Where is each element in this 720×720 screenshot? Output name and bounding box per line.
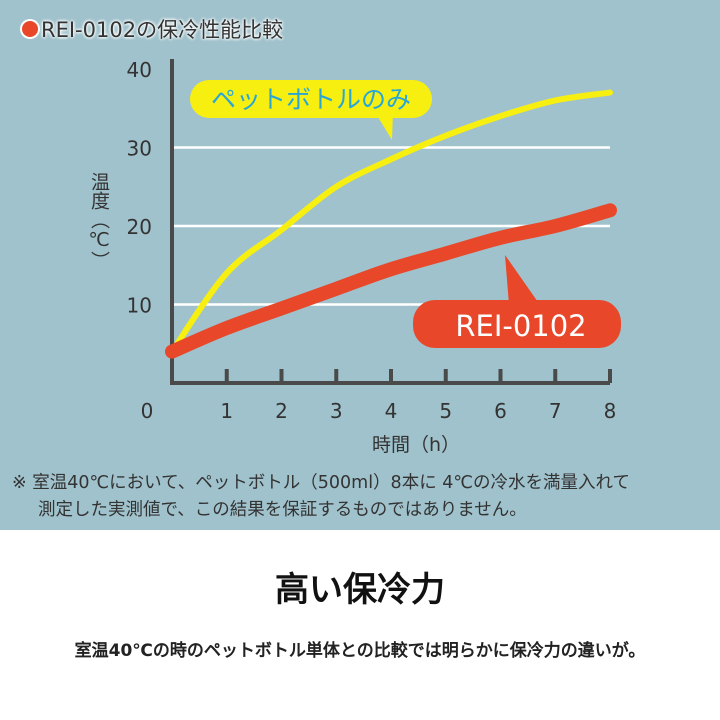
x-tick-label: 7 [549,399,562,423]
legend-label-yellow: ペットボトルのみ [211,85,411,114]
legend-bubble-yellow [190,80,432,118]
y-tick-label: 10 [127,294,152,318]
x-tick-label: 5 [439,399,452,423]
chart-title: REI-0102の保冷性能比較 [22,14,283,44]
temperature-chart: 10 20 30 40 0 1 2 3 4 5 6 7 8 ペットボトルのみ REI-0102 [127,58,621,423]
legend-label-red: REI-0102 [455,309,586,343]
bullet-dot-icon [22,21,38,37]
x-tick-label: 3 [330,399,343,423]
y-tick-label: 40 [127,58,152,82]
legend-pointer-red [505,255,540,305]
chart-title-text: REI-0102の保冷性能比較 [41,18,284,42]
x-tick-label: 1 [220,399,233,423]
subtext: 室温40℃の時のペットボトル単体との比較では明らかに保冷力の違いが。 [74,641,646,661]
y-axis-label: 温度（℃） [88,172,110,270]
x-tick-label: 6 [494,399,507,423]
x-axis-label: 時間（h） [372,434,461,456]
legend-pointer-yellow [375,112,393,140]
legend-bubble-red [413,300,621,348]
note-line-2: 測定した実測値で、この結果を保証するものではありません。 [38,500,527,520]
heading: 高い保冷力 [275,570,445,610]
disclaimer-note: ※ 室温40℃において、ペットボトル（500ml）8本に 4℃の冷水を満量入れて… [12,470,630,524]
y-tick-label: 20 [127,215,152,239]
y-tick-label: 30 [127,137,152,161]
x-tick-label: 0 [141,399,154,423]
series-line-1 [165,203,617,359]
x-tick-label: 2 [275,399,288,423]
axis-line [170,59,610,385]
x-tick-label: 8 [604,399,617,423]
series-line-0 [169,89,613,355]
x-tick-label: 4 [385,399,398,423]
note-line-1: ※ 室温40℃において、ペットボトル（500ml）8本に 4℃の冷水を満量入れて [12,473,631,493]
